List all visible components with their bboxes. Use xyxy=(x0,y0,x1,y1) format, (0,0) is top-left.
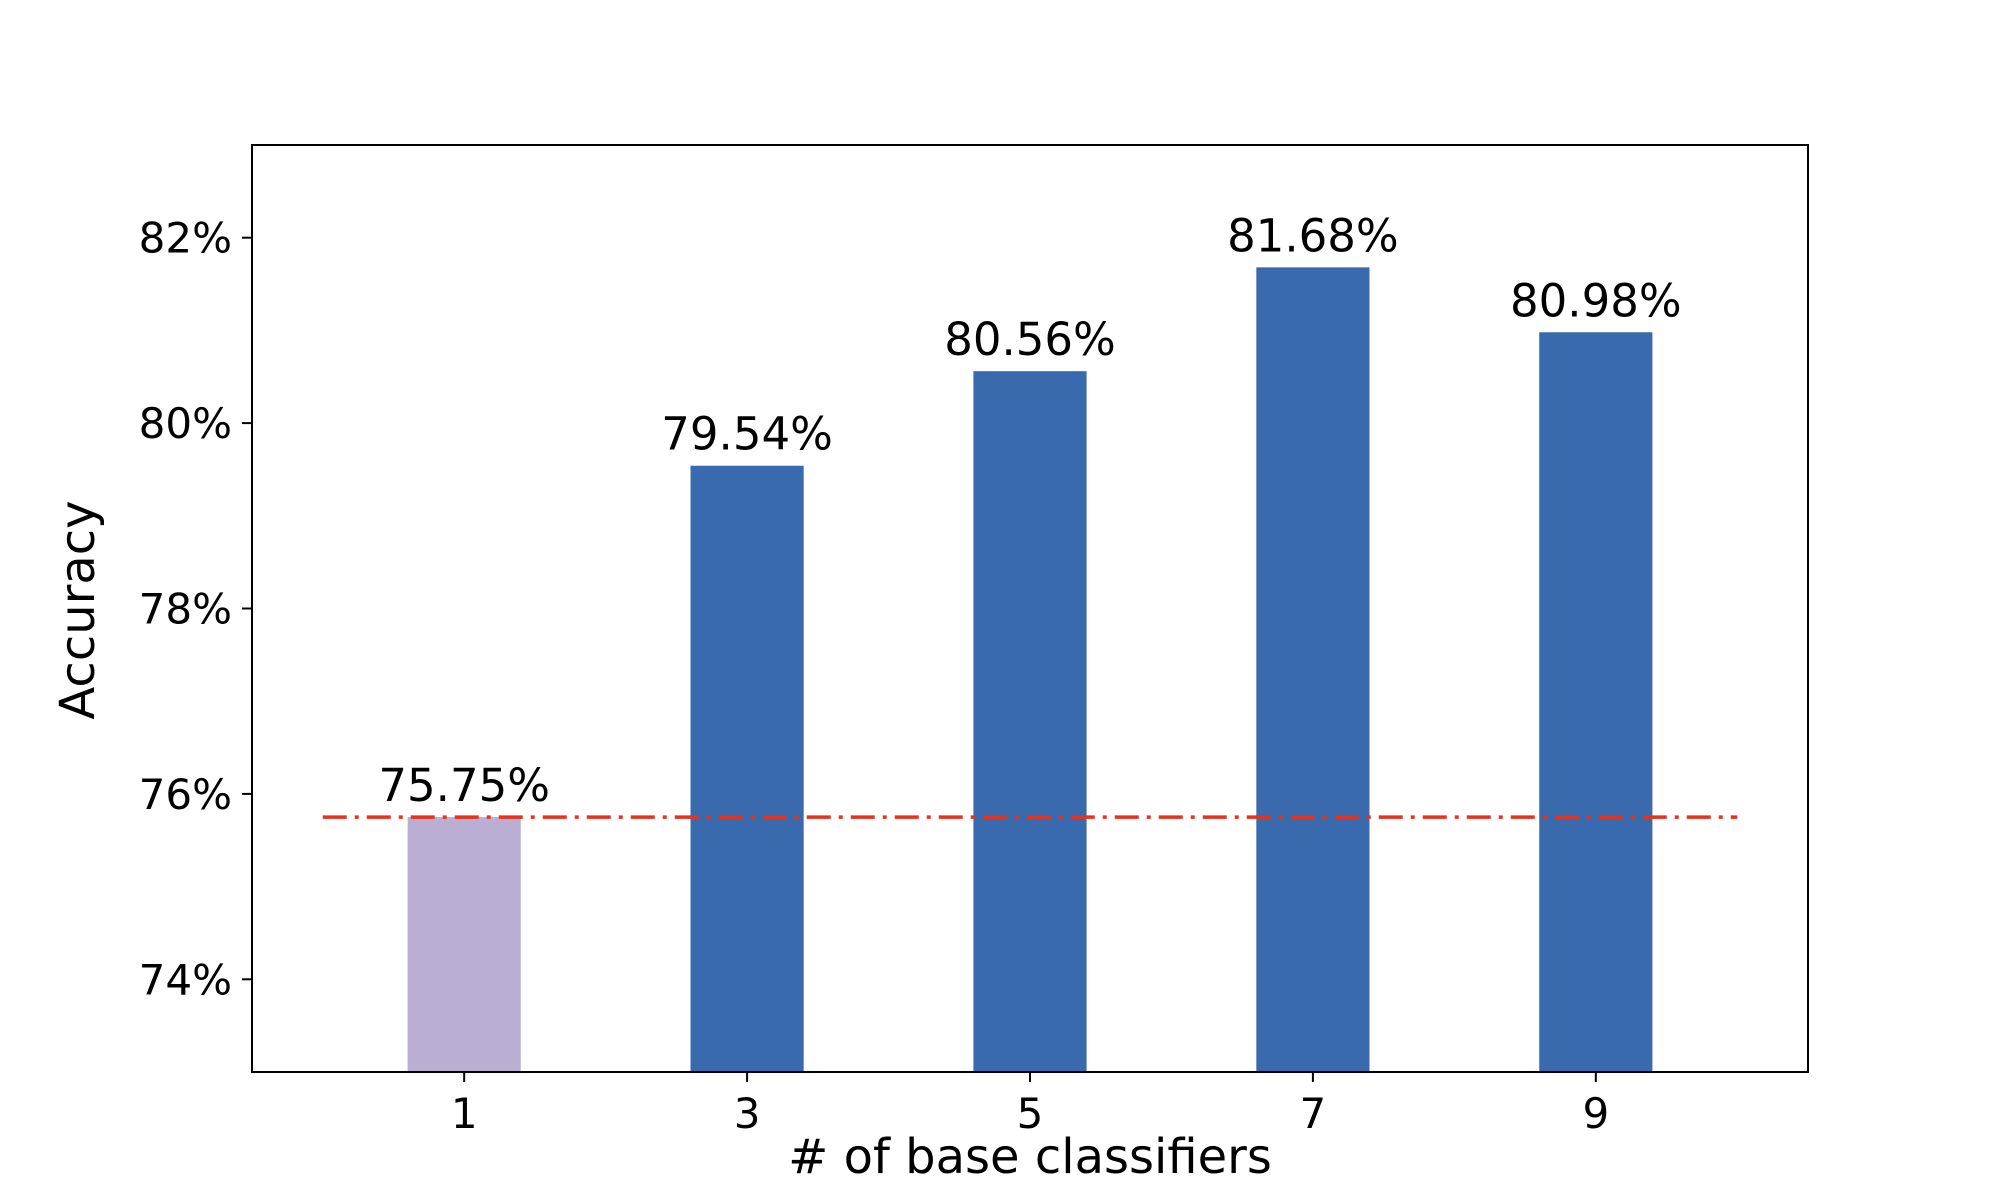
y-tick-label: 80% xyxy=(139,399,232,448)
bar-9 xyxy=(1539,332,1653,1072)
y-tick-label: 74% xyxy=(139,955,232,1004)
data-label-9: 80.98% xyxy=(1510,274,1682,327)
bar-1 xyxy=(407,817,521,1072)
data-label-3: 79.54% xyxy=(661,408,833,461)
x-tick-label: 9 xyxy=(1582,1089,1609,1138)
data-label-7: 81.68% xyxy=(1227,209,1399,262)
y-tick-label: 78% xyxy=(139,585,232,634)
x-axis-title: # of base classifiers xyxy=(788,1129,1272,1185)
bars-layer xyxy=(407,267,1653,1072)
bar-3 xyxy=(690,465,804,1072)
bar-7 xyxy=(1256,267,1370,1072)
x-tick-label: 5 xyxy=(1017,1089,1044,1138)
y-axis-title: Accuracy xyxy=(50,500,106,719)
y-tick-label: 82% xyxy=(139,214,232,263)
x-tick-label: 1 xyxy=(451,1089,478,1138)
x-tick-label: 3 xyxy=(734,1089,761,1138)
data-label-1: 75.75% xyxy=(378,759,550,812)
bar-5 xyxy=(973,371,1087,1072)
data-labels-layer: 75.75% 79.54% 80.56% 81.68% 80.98% xyxy=(378,209,1681,812)
data-label-5: 80.56% xyxy=(944,313,1116,366)
axes-layer: 74% 76% 78% 80% 82% 1 3 5 7 9 xyxy=(139,144,1809,1138)
x-tick-label: 7 xyxy=(1300,1089,1327,1138)
y-tick-label: 76% xyxy=(139,770,232,819)
